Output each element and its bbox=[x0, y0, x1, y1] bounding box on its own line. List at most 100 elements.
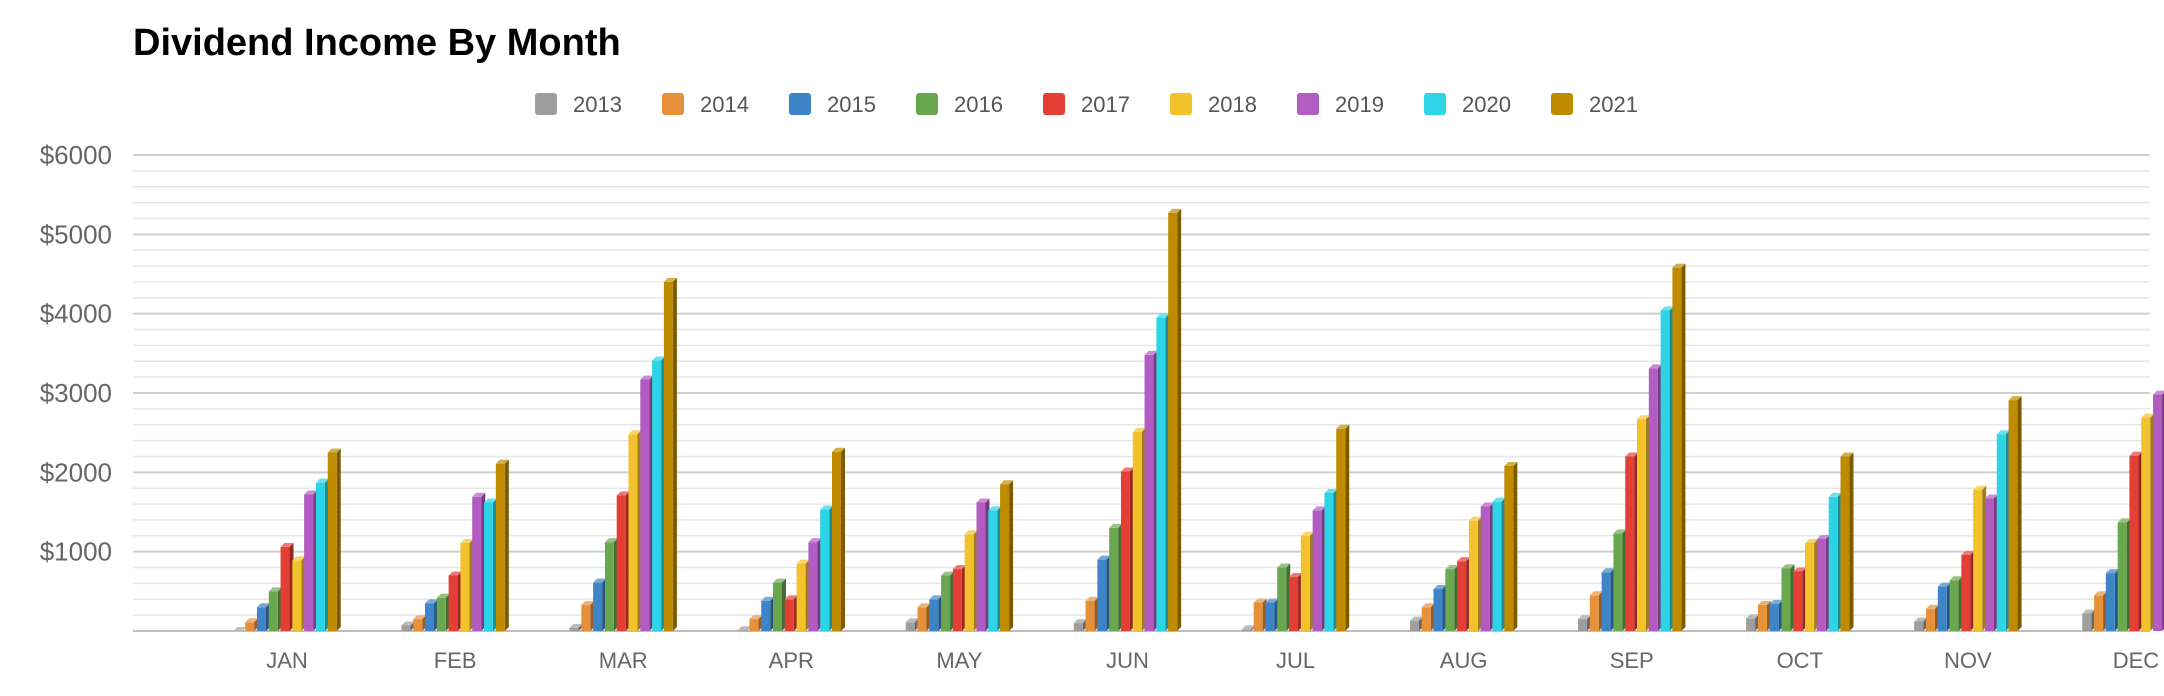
bar[interactable] bbox=[1601, 568, 1615, 631]
bar[interactable] bbox=[1265, 598, 1279, 631]
bar[interactable] bbox=[1625, 452, 1639, 631]
bar[interactable] bbox=[988, 506, 1002, 631]
bar[interactable] bbox=[976, 498, 990, 631]
bar[interactable] bbox=[1445, 565, 1459, 631]
bar[interactable] bbox=[495, 459, 509, 631]
bar[interactable] bbox=[628, 430, 642, 631]
bar[interactable] bbox=[1589, 591, 1603, 631]
bar[interactable] bbox=[1648, 364, 1662, 631]
bar[interactable] bbox=[1253, 598, 1267, 631]
bar[interactable] bbox=[1312, 506, 1326, 631]
bar[interactable] bbox=[2082, 609, 2096, 631]
bar[interactable] bbox=[808, 538, 822, 631]
bar[interactable] bbox=[1637, 415, 1651, 631]
bar[interactable] bbox=[1769, 600, 1783, 631]
bar[interactable] bbox=[2117, 518, 2131, 631]
bar[interactable] bbox=[1277, 563, 1291, 631]
bar[interactable] bbox=[1578, 615, 1592, 631]
legend-item[interactable]: 2014 bbox=[662, 92, 749, 117]
bar[interactable] bbox=[1672, 263, 1686, 631]
bar[interactable] bbox=[640, 375, 654, 631]
bar[interactable] bbox=[401, 621, 415, 631]
legend-item[interactable]: 2015 bbox=[789, 92, 876, 117]
bar[interactable] bbox=[1324, 488, 1338, 631]
bar[interactable] bbox=[604, 538, 618, 631]
legend-item[interactable]: 2017 bbox=[1043, 92, 1130, 117]
bar[interactable] bbox=[964, 530, 978, 631]
bar[interactable] bbox=[1949, 576, 1963, 631]
bar[interactable] bbox=[1168, 208, 1182, 631]
bar[interactable] bbox=[1409, 616, 1423, 631]
bar[interactable] bbox=[2094, 591, 2108, 631]
bar[interactable] bbox=[245, 618, 259, 631]
bar[interactable] bbox=[616, 491, 630, 631]
bar[interactable] bbox=[663, 277, 677, 631]
legend-item[interactable]: 2016 bbox=[916, 92, 1003, 117]
bar[interactable] bbox=[268, 587, 282, 631]
bar[interactable] bbox=[1132, 427, 1146, 631]
bar[interactable] bbox=[2129, 451, 2143, 631]
bar[interactable] bbox=[749, 615, 763, 631]
bar[interactable] bbox=[1097, 555, 1111, 631]
bar[interactable] bbox=[1973, 485, 1987, 631]
bar[interactable] bbox=[1793, 567, 1807, 632]
bar[interactable] bbox=[820, 505, 834, 631]
bar[interactable] bbox=[1914, 617, 1928, 631]
bar[interactable] bbox=[425, 599, 439, 631]
bar[interactable] bbox=[1300, 531, 1314, 631]
bar[interactable] bbox=[304, 490, 318, 631]
bar[interactable] bbox=[2105, 569, 2119, 631]
bar[interactable] bbox=[952, 565, 966, 631]
bar[interactable] bbox=[1109, 523, 1123, 631]
bar[interactable] bbox=[1289, 573, 1303, 631]
bar[interactable] bbox=[1085, 596, 1099, 631]
bar[interactable] bbox=[1781, 564, 1795, 631]
bar[interactable] bbox=[1925, 604, 1939, 631]
bar[interactable] bbox=[796, 559, 810, 631]
bar[interactable] bbox=[1504, 461, 1518, 631]
bar[interactable] bbox=[1120, 467, 1134, 631]
legend-item[interactable]: 2018 bbox=[1170, 92, 1257, 117]
bar[interactable] bbox=[1156, 313, 1170, 631]
bar[interactable] bbox=[1433, 584, 1447, 631]
bar[interactable] bbox=[484, 498, 498, 631]
bar[interactable] bbox=[593, 578, 607, 631]
bar[interactable] bbox=[1457, 557, 1471, 631]
bar[interactable] bbox=[2008, 396, 2022, 631]
bar[interactable] bbox=[569, 623, 583, 631]
bar[interactable] bbox=[2141, 413, 2155, 631]
bar[interactable] bbox=[1000, 480, 1014, 631]
bar[interactable] bbox=[831, 447, 845, 631]
legend-item[interactable]: 2013 bbox=[535, 92, 622, 117]
bar[interactable] bbox=[1144, 350, 1158, 631]
bar[interactable] bbox=[1961, 550, 1975, 631]
bar[interactable] bbox=[1480, 502, 1494, 631]
legend-item[interactable]: 2019 bbox=[1297, 92, 1384, 117]
bar[interactable] bbox=[761, 596, 775, 631]
bar[interactable] bbox=[413, 615, 427, 631]
bar[interactable] bbox=[1613, 529, 1627, 631]
bar[interactable] bbox=[1816, 534, 1830, 631]
bar[interactable] bbox=[1073, 619, 1087, 631]
bar[interactable] bbox=[1757, 600, 1771, 631]
bar[interactable] bbox=[905, 618, 919, 631]
bar[interactable] bbox=[448, 571, 462, 631]
bar[interactable] bbox=[233, 627, 247, 631]
bar[interactable] bbox=[1840, 452, 1854, 631]
bar[interactable] bbox=[2153, 390, 2164, 631]
bar[interactable] bbox=[1660, 306, 1674, 631]
bar[interactable] bbox=[581, 600, 595, 631]
bar[interactable] bbox=[1746, 614, 1760, 631]
bar[interactable] bbox=[256, 603, 270, 631]
bar[interactable] bbox=[1937, 582, 1951, 631]
bar[interactable] bbox=[1336, 424, 1350, 631]
bar[interactable] bbox=[280, 542, 294, 631]
bar[interactable] bbox=[1421, 603, 1435, 631]
bar[interactable] bbox=[772, 578, 786, 631]
bar[interactable] bbox=[315, 478, 329, 631]
bar[interactable] bbox=[1984, 494, 1998, 631]
bar[interactable] bbox=[784, 595, 798, 631]
bar[interactable] bbox=[941, 571, 955, 631]
bar[interactable] bbox=[472, 492, 486, 631]
bar[interactable] bbox=[1996, 430, 2010, 631]
